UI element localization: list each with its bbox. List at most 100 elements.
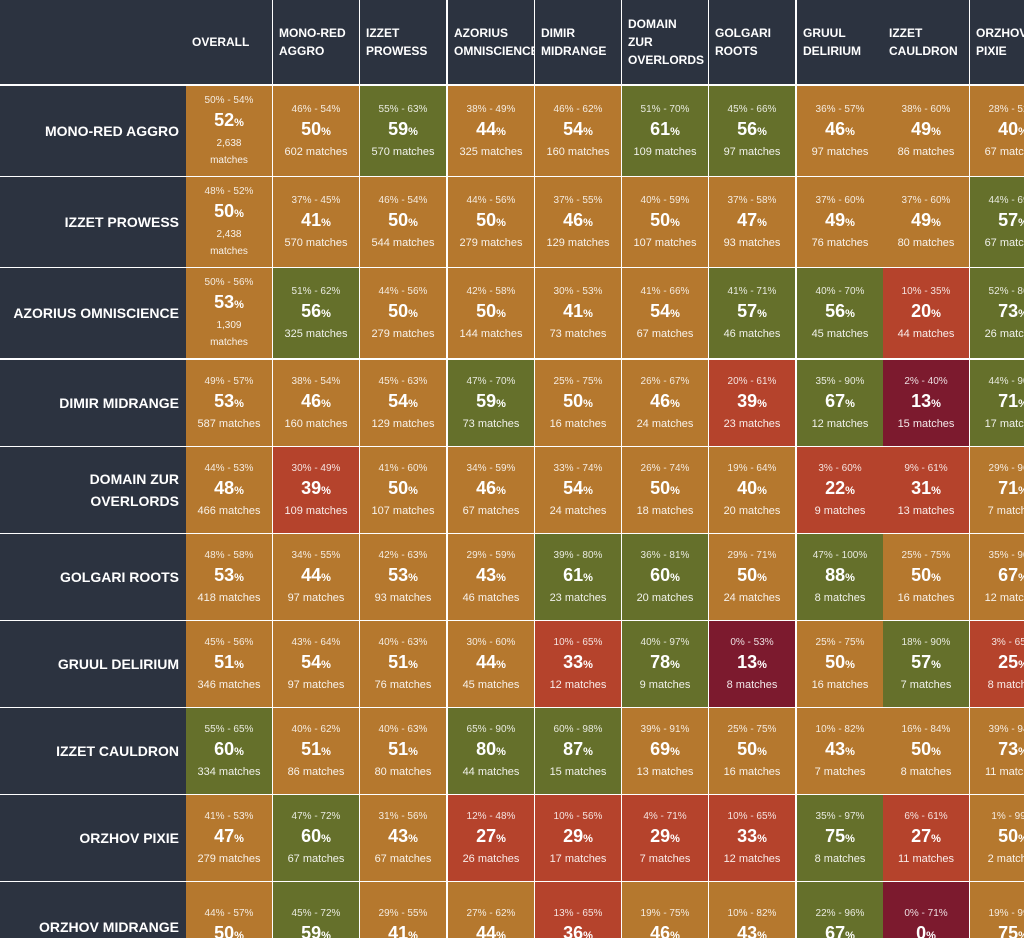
- heatmap-cell[interactable]: 2% - 40% 13% 15 matches: [883, 360, 969, 446]
- heatmap-cell[interactable]: 27% - 62% 44%: [448, 882, 534, 938]
- heatmap-cell[interactable]: 39% - 94%73%11 matches: [970, 708, 1024, 794]
- heatmap-cell[interactable]: 44% - 53% 48% 466 matches: [186, 447, 272, 533]
- heatmap-cell[interactable]: 46% - 62% 54% 160 matches: [535, 86, 621, 176]
- heatmap-cell[interactable]: 45% - 56% 51% 346 matches: [186, 621, 272, 707]
- heatmap-cell[interactable]: 25% - 75% 50% 16 matches: [797, 621, 883, 707]
- heatmap-cell[interactable]: 50% - 54% 52% 2,638 matches: [186, 86, 272, 176]
- heatmap-cell[interactable]: 30% - 60% 44% 45 matches: [448, 621, 534, 707]
- heatmap-cell[interactable]: 1% - 99%50%2 matches: [970, 795, 1024, 881]
- heatmap-cell[interactable]: 44% - 90%71%17 matches: [970, 360, 1024, 446]
- heatmap-cell[interactable]: 35% - 90%67%12 matches: [797, 360, 883, 446]
- heatmap-cell[interactable]: 18% - 90% 57% 7 matches: [883, 621, 969, 707]
- heatmap-cell[interactable]: 3% - 65%25%8 matches: [970, 621, 1024, 707]
- heatmap-cell[interactable]: 39% - 80% 61% 23 matches: [535, 534, 621, 620]
- heatmap-cell[interactable]: 51% - 70% 61% 109 matches: [622, 86, 708, 176]
- heatmap-cell[interactable]: 25% - 75% 50% 16 matches: [883, 534, 969, 620]
- heatmap-cell[interactable]: 37% - 60% 49% 76 matches: [797, 177, 883, 267]
- heatmap-cell[interactable]: 19% - 99% 75%: [970, 882, 1024, 938]
- heatmap-cell[interactable]: 10% - 35% 20% 44 matches: [883, 268, 969, 358]
- heatmap-cell[interactable]: 41% - 53% 47% 279 matches: [186, 795, 272, 881]
- heatmap-cell[interactable]: 25% - 75% 50% 16 matches: [535, 360, 621, 446]
- heatmap-cell[interactable]: 12% - 48% 27% 26 matches: [448, 795, 534, 881]
- heatmap-cell[interactable]: 41% - 60% 50% 107 matches: [360, 447, 446, 533]
- heatmap-cell[interactable]: 29% - 71% 50% 24 matches: [709, 534, 795, 620]
- heatmap-cell[interactable]: 38% - 60% 49% 86 matches: [883, 86, 969, 176]
- heatmap-cell[interactable]: 38% - 54% 46% 160 matches: [273, 360, 359, 446]
- heatmap-cell[interactable]: 30% - 49% 39% 109 matches: [273, 447, 359, 533]
- heatmap-cell[interactable]: 40% - 59% 50% 107 matches: [622, 177, 708, 267]
- heatmap-cell[interactable]: 51% - 62% 56% 325 matches: [273, 268, 359, 358]
- heatmap-cell[interactable]: 55% - 63% 59% 570 matches: [360, 86, 446, 176]
- heatmap-cell[interactable]: 41% - 71% 57% 46 matches: [709, 268, 795, 358]
- heatmap-cell[interactable]: 26% - 74% 50% 18 matches: [622, 447, 708, 533]
- heatmap-cell[interactable]: 39% - 91% 69% 13 matches: [622, 708, 708, 794]
- heatmap-cell[interactable]: 48% - 58% 53% 418 matches: [186, 534, 272, 620]
- heatmap-cell[interactable]: 47% - 100% 88% 8 matches: [797, 534, 883, 620]
- heatmap-cell[interactable]: 47% - 70% 59% 73 matches: [448, 360, 534, 446]
- heatmap-cell[interactable]: 37% - 60% 49% 80 matches: [883, 177, 969, 267]
- heatmap-cell[interactable]: 37% - 55% 46% 129 matches: [535, 177, 621, 267]
- heatmap-cell[interactable]: 46% - 54% 50% 544 matches: [360, 177, 446, 267]
- heatmap-cell[interactable]: 19% - 64% 40% 20 matches: [709, 447, 795, 533]
- heatmap-cell[interactable]: 40% - 62% 51% 86 matches: [273, 708, 359, 794]
- heatmap-cell[interactable]: 42% - 63% 53% 93 matches: [360, 534, 446, 620]
- heatmap-cell[interactable]: 35% - 97% 75% 8 matches: [797, 795, 883, 881]
- heatmap-cell[interactable]: 30% - 53% 41% 73 matches: [535, 268, 621, 358]
- heatmap-cell[interactable]: 31% - 56% 43% 67 matches: [360, 795, 446, 881]
- heatmap-cell[interactable]: 34% - 59% 46% 67 matches: [448, 447, 534, 533]
- heatmap-cell[interactable]: 48% - 52% 50% 2,438 matches: [186, 177, 272, 267]
- heatmap-cell[interactable]: 49% - 57% 53% 587 matches: [186, 360, 272, 446]
- heatmap-cell[interactable]: 45% - 66% 56% 97 matches: [709, 86, 795, 176]
- heatmap-cell[interactable]: 3% - 60% 22% 9 matches: [797, 447, 883, 533]
- heatmap-cell[interactable]: 25% - 75% 50% 16 matches: [709, 708, 795, 794]
- heatmap-cell[interactable]: 6% - 61% 27% 11 matches: [883, 795, 969, 881]
- heatmap-cell[interactable]: 47% - 72% 60% 67 matches: [273, 795, 359, 881]
- heatmap-cell[interactable]: 46% - 54% 50% 602 matches: [273, 86, 359, 176]
- heatmap-cell[interactable]: 60% - 98% 87% 15 matches: [535, 708, 621, 794]
- heatmap-cell[interactable]: 22% - 96% 67%: [797, 882, 883, 938]
- heatmap-cell[interactable]: 29% - 96%71%7 matches: [970, 447, 1024, 533]
- heatmap-cell[interactable]: 44% - 69%57%67 matches: [970, 177, 1024, 267]
- heatmap-cell[interactable]: 52% - 86%73%26 matches: [970, 268, 1024, 358]
- heatmap-cell[interactable]: 44% - 56% 50% 279 matches: [448, 177, 534, 267]
- heatmap-cell[interactable]: 35% - 90%67%12 matches: [970, 534, 1024, 620]
- heatmap-cell[interactable]: 16% - 84% 50% 8 matches: [883, 708, 969, 794]
- heatmap-cell[interactable]: 19% - 75% 46%: [622, 882, 708, 938]
- heatmap-cell[interactable]: 65% - 90% 80% 44 matches: [448, 708, 534, 794]
- heatmap-cell[interactable]: 42% - 58% 50% 144 matches: [448, 268, 534, 358]
- heatmap-cell[interactable]: 29% - 59% 43% 46 matches: [448, 534, 534, 620]
- heatmap-cell[interactable]: 37% - 45% 41% 570 matches: [273, 177, 359, 267]
- heatmap-cell[interactable]: 10% - 65% 33% 12 matches: [709, 795, 795, 881]
- heatmap-cell[interactable]: 0% - 71% 0%: [883, 882, 969, 938]
- heatmap-cell[interactable]: 45% - 63% 54% 129 matches: [360, 360, 446, 446]
- heatmap-cell[interactable]: 0% - 53% 13% 8 matches: [709, 621, 795, 707]
- heatmap-cell[interactable]: 28% - 52%40%67 matches: [970, 86, 1024, 176]
- heatmap-cell[interactable]: 9% - 61% 31% 13 matches: [883, 447, 969, 533]
- heatmap-cell[interactable]: 37% - 58% 47% 93 matches: [709, 177, 795, 267]
- heatmap-cell[interactable]: 33% - 74% 54% 24 matches: [535, 447, 621, 533]
- heatmap-cell[interactable]: 44% - 56% 50% 279 matches: [360, 268, 446, 358]
- heatmap-cell[interactable]: 40% - 97% 78% 9 matches: [622, 621, 708, 707]
- heatmap-cell[interactable]: 50% - 56% 53% 1,309 matches: [186, 268, 272, 358]
- heatmap-cell[interactable]: 36% - 81% 60% 20 matches: [622, 534, 708, 620]
- heatmap-cell[interactable]: 40% - 70% 56% 45 matches: [797, 268, 883, 358]
- heatmap-cell[interactable]: 4% - 71% 29% 7 matches: [622, 795, 708, 881]
- heatmap-cell[interactable]: 20% - 61% 39% 23 matches: [709, 360, 795, 446]
- heatmap-cell[interactable]: 10% - 65% 33% 12 matches: [535, 621, 621, 707]
- heatmap-cell[interactable]: 26% - 67% 46% 24 matches: [622, 360, 708, 446]
- heatmap-cell[interactable]: 55% - 65% 60% 334 matches: [186, 708, 272, 794]
- heatmap-cell[interactable]: 45% - 72% 59%: [273, 882, 359, 938]
- heatmap-cell[interactable]: 40% - 63% 51% 80 matches: [360, 708, 446, 794]
- heatmap-cell[interactable]: 34% - 55% 44% 97 matches: [273, 534, 359, 620]
- heatmap-cell[interactable]: 10% - 56% 29% 17 matches: [535, 795, 621, 881]
- heatmap-cell[interactable]: 41% - 66% 54% 67 matches: [622, 268, 708, 358]
- heatmap-cell[interactable]: 36% - 57% 46% 97 matches: [797, 86, 883, 176]
- heatmap-cell[interactable]: 43% - 64% 54% 97 matches: [273, 621, 359, 707]
- heatmap-cell[interactable]: 40% - 63% 51% 76 matches: [360, 621, 446, 707]
- heatmap-cell[interactable]: 38% - 49% 44% 325 matches: [448, 86, 534, 176]
- heatmap-cell[interactable]: 29% - 55% 41%: [360, 882, 446, 938]
- heatmap-cell[interactable]: 13% - 65% 36%: [535, 882, 621, 938]
- heatmap-cell[interactable]: 10% - 82% 43% 7 matches: [797, 708, 883, 794]
- heatmap-cell[interactable]: 10% - 82% 43%: [709, 882, 795, 938]
- heatmap-cell[interactable]: 44% - 57% 50%: [186, 882, 272, 938]
